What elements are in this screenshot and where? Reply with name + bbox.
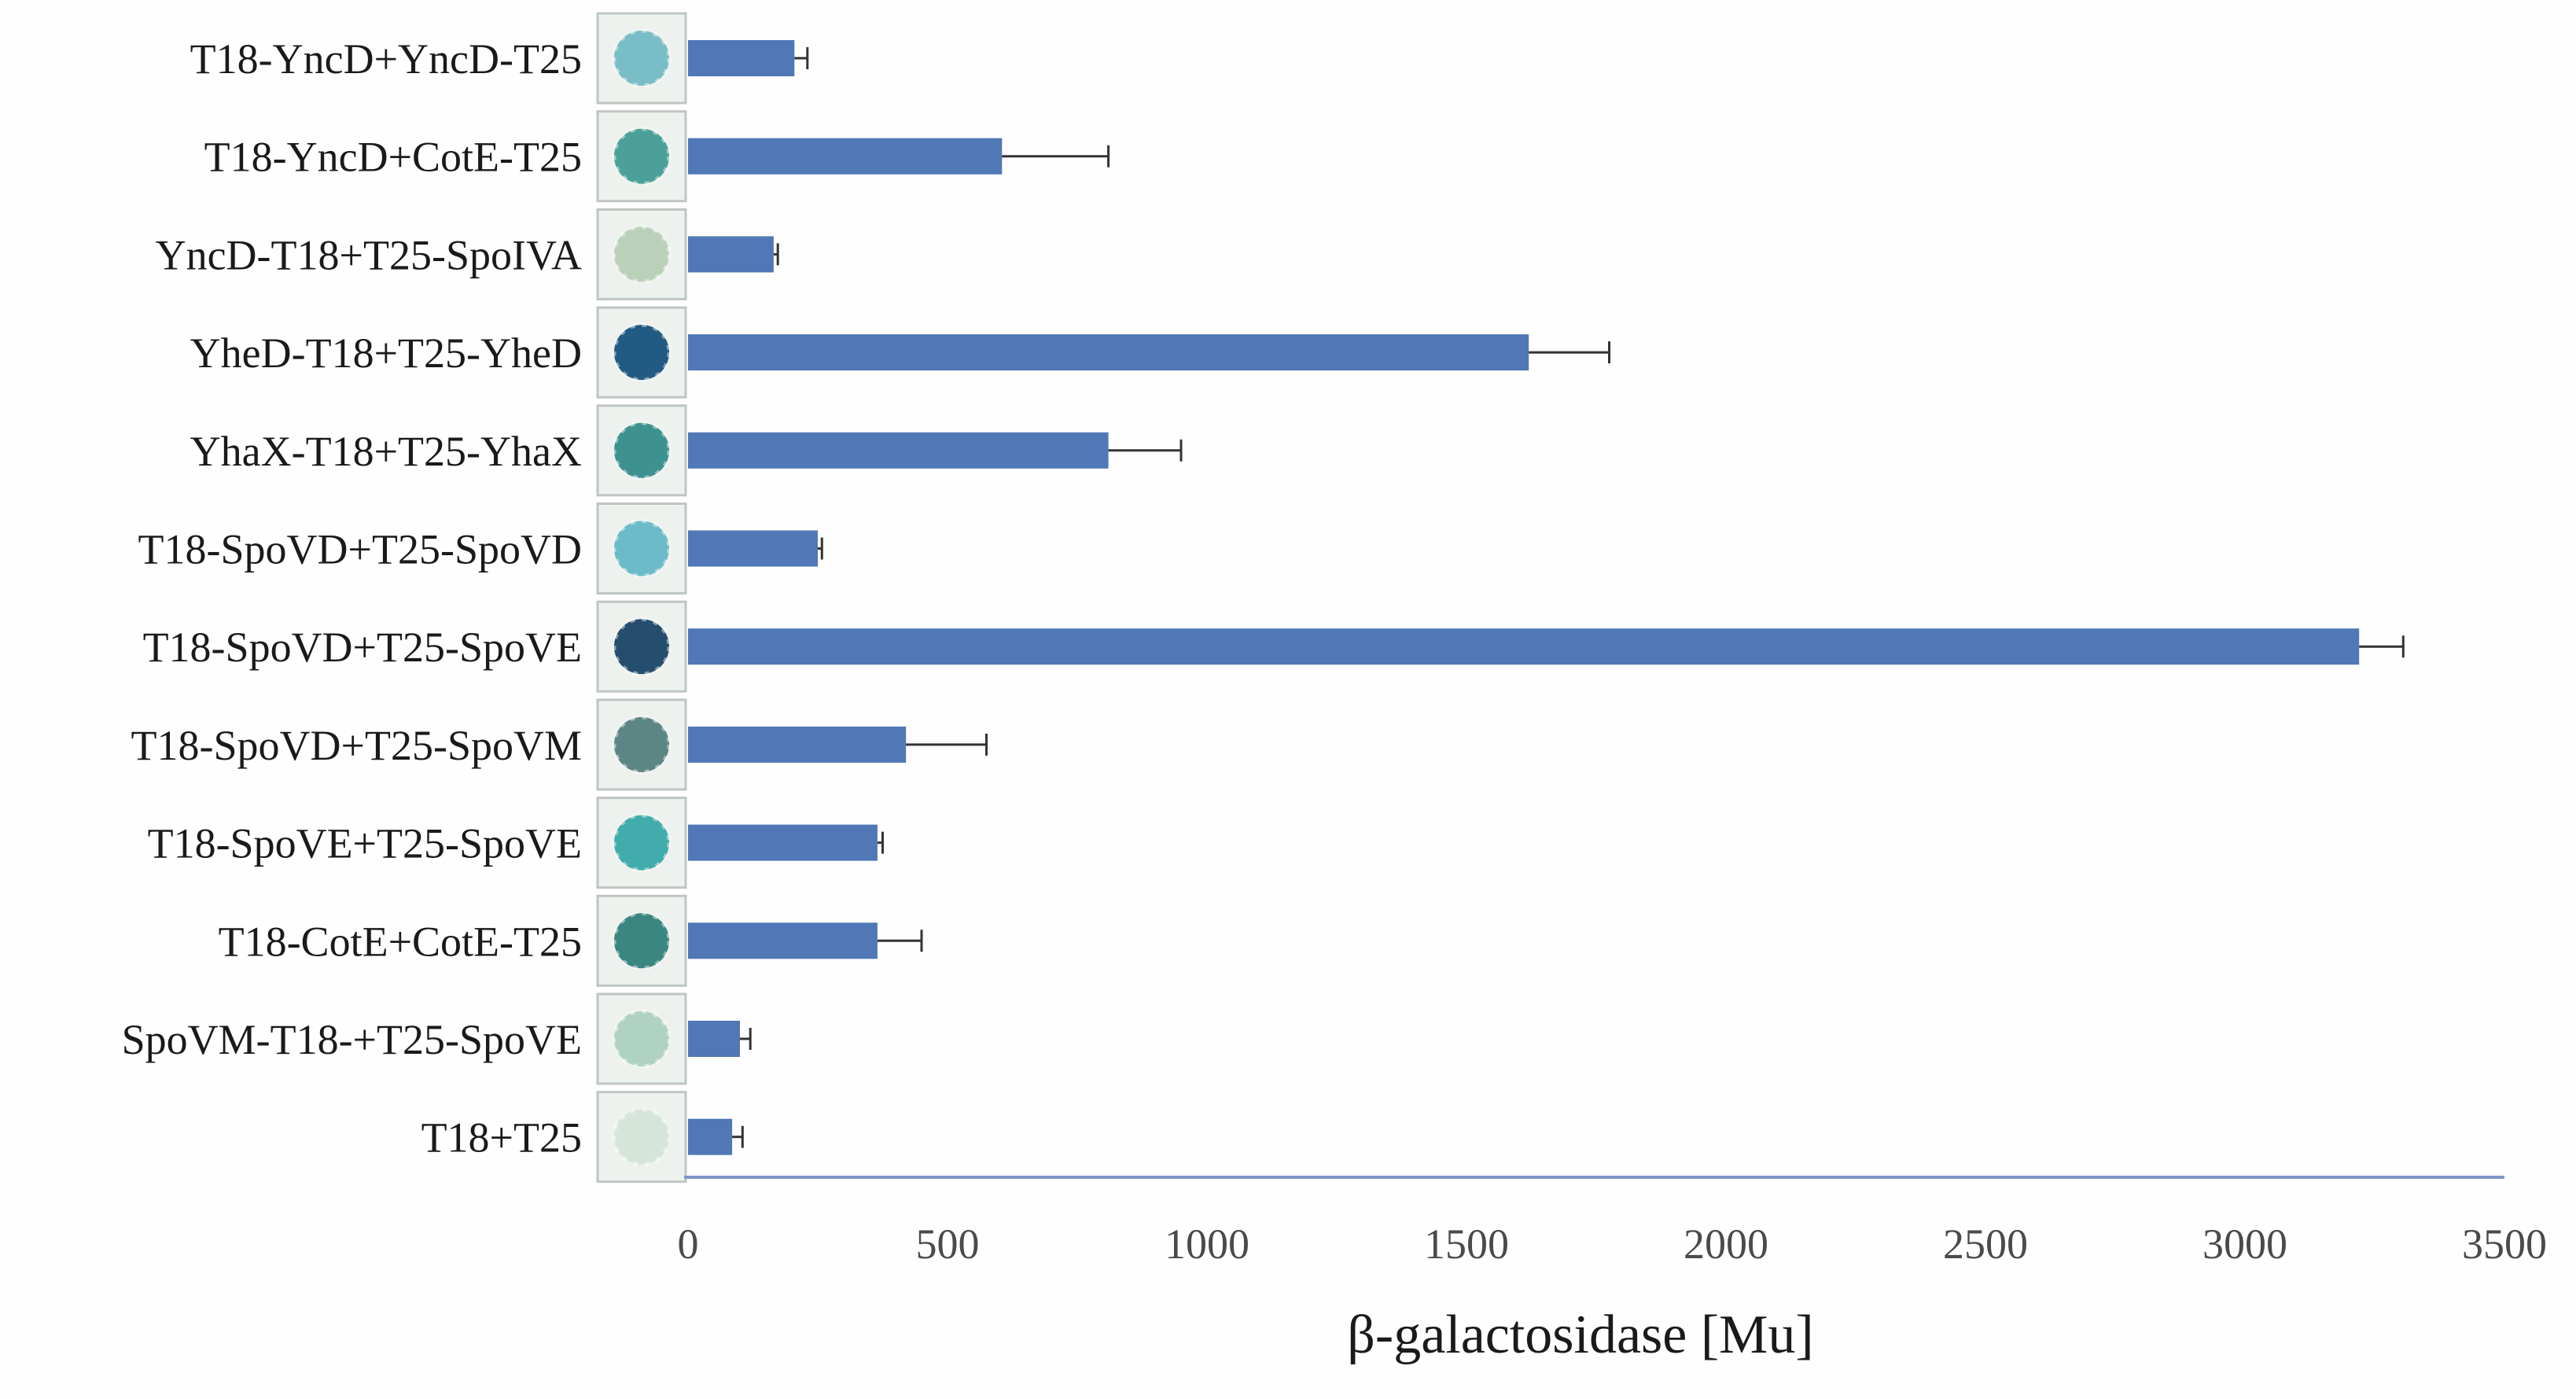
colony-spot: [614, 815, 669, 871]
x-tick-label: 3500: [2462, 1220, 2547, 1268]
x-tick-label: 500: [916, 1220, 980, 1268]
colony-texture: [612, 1009, 672, 1069]
category-label: T18-SpoVD+T25-SpoVE: [143, 624, 582, 671]
colony-texture: [612, 617, 672, 676]
colony-texture: [612, 224, 672, 284]
colony-spot: [614, 619, 669, 675]
bar: [688, 1118, 733, 1155]
bar: [688, 726, 907, 763]
bar: [688, 1021, 740, 1057]
colony-texture: [612, 911, 672, 970]
bar: [688, 432, 1109, 469]
category-label: SpoVM-T18-+T25-SpoVE: [122, 1016, 582, 1063]
category-label: T18-YncD+CotE-T25: [204, 134, 582, 181]
colony-texture: [612, 28, 672, 88]
colony-texture: [612, 1107, 672, 1167]
bar: [688, 628, 2360, 665]
x-tick-label: 3000: [2202, 1220, 2287, 1268]
colony-spot: [614, 1011, 669, 1066]
colony-spot: [614, 325, 669, 381]
colony-image: [596, 894, 687, 987]
category-label: T18-SpoVD+T25-SpoVM: [131, 722, 582, 769]
colony-texture: [612, 322, 672, 382]
colony-images: [596, 12, 687, 1184]
x-tick-label: 1500: [1424, 1220, 1509, 1268]
bar: [688, 334, 1529, 371]
x-tick-label: 1000: [1165, 1220, 1249, 1268]
bar: [688, 40, 795, 76]
colony-spot: [614, 1109, 669, 1165]
colony-image: [596, 12, 687, 105]
bar: [688, 824, 878, 861]
x-axis-title: β-galactosidase [Mu]: [1347, 1305, 1813, 1365]
colony-image: [596, 992, 687, 1085]
colony-texture: [612, 813, 672, 873]
category-label: T18-SpoVD+T25-SpoVD: [138, 526, 582, 573]
colony-spot: [614, 521, 669, 576]
bar: [688, 922, 878, 959]
colony-image: [596, 110, 687, 203]
category-label: T18+T25: [421, 1114, 582, 1162]
colony-image: [596, 503, 687, 595]
colony-texture: [612, 519, 672, 578]
x-tick-label: 2000: [1684, 1220, 1768, 1268]
error-bars: [732, 47, 2405, 1148]
category-label: YncD-T18+T25-SpoIVA: [156, 231, 582, 278]
colony-texture: [612, 421, 672, 480]
bar-series: [688, 40, 2360, 1155]
colony-spot: [614, 422, 669, 478]
colony-image: [596, 1091, 687, 1184]
colony-spot: [614, 128, 669, 184]
bar: [688, 530, 818, 567]
category-label: T18-CotE+CotE-T25: [219, 918, 582, 965]
colony-spot: [614, 31, 669, 86]
x-tick-label: 0: [678, 1220, 699, 1268]
colony-image: [596, 208, 687, 300]
colony-spot: [614, 716, 669, 772]
colony-image: [596, 404, 687, 497]
bar: [688, 138, 1003, 175]
x-axis-ticks: 0 500 1000 1500 2000 2500 3000 3500: [678, 1220, 2548, 1268]
category-label: T18-SpoVE+T25-SpoVE: [148, 820, 582, 867]
category-labels: T18-YncD+YncD-T25 T18-YncD+CotE-T25 YncD-T…: [122, 35, 582, 1162]
colony-image: [596, 797, 687, 889]
colony-image: [596, 306, 687, 399]
bar: [688, 236, 774, 273]
category-label: YheD-T18+T25-YheD: [190, 330, 582, 377]
category-label: YhaX-T18+T25-YhaX: [190, 428, 582, 475]
colony-spot: [614, 913, 669, 969]
colony-spot: [614, 226, 669, 282]
colony-image: [596, 698, 687, 791]
x-tick-label: 2500: [1943, 1220, 2028, 1268]
colony-image: [596, 600, 687, 693]
colony-texture: [612, 715, 672, 775]
category-label: T18-YncD+YncD-T25: [190, 35, 582, 83]
colony-texture: [612, 127, 672, 186]
